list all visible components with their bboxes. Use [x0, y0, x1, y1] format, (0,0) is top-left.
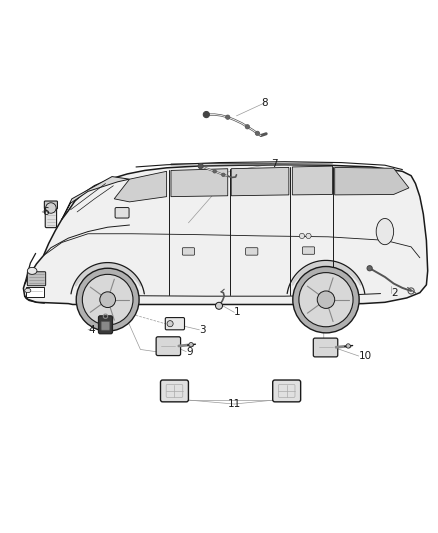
Text: 10: 10 — [359, 351, 372, 361]
Polygon shape — [335, 167, 409, 195]
Circle shape — [82, 274, 133, 325]
FancyBboxPatch shape — [160, 380, 188, 402]
Circle shape — [189, 343, 193, 347]
Polygon shape — [292, 166, 332, 195]
FancyBboxPatch shape — [182, 248, 194, 255]
Circle shape — [76, 268, 139, 331]
Circle shape — [245, 125, 250, 129]
FancyBboxPatch shape — [115, 207, 129, 218]
Circle shape — [346, 344, 350, 348]
Text: 6: 6 — [42, 207, 49, 217]
Text: 1: 1 — [234, 308, 241, 317]
Text: 8: 8 — [261, 98, 268, 108]
Ellipse shape — [27, 268, 37, 274]
Ellipse shape — [25, 288, 31, 293]
FancyBboxPatch shape — [44, 201, 57, 209]
Circle shape — [46, 203, 56, 213]
Text: 2: 2 — [392, 288, 398, 298]
Circle shape — [293, 266, 359, 333]
Text: 11: 11 — [228, 399, 241, 409]
FancyBboxPatch shape — [165, 318, 184, 330]
FancyBboxPatch shape — [313, 338, 338, 357]
Circle shape — [213, 169, 216, 173]
Circle shape — [226, 115, 230, 119]
Circle shape — [317, 291, 335, 309]
FancyBboxPatch shape — [26, 287, 44, 297]
FancyBboxPatch shape — [45, 207, 57, 228]
FancyBboxPatch shape — [99, 316, 113, 334]
Circle shape — [203, 111, 209, 118]
Circle shape — [306, 233, 311, 239]
Polygon shape — [231, 167, 289, 196]
Circle shape — [222, 173, 225, 176]
FancyBboxPatch shape — [302, 247, 314, 254]
Circle shape — [299, 233, 304, 239]
Polygon shape — [23, 165, 427, 304]
FancyBboxPatch shape — [273, 380, 300, 402]
Text: 9: 9 — [186, 346, 193, 357]
Polygon shape — [62, 176, 130, 220]
Circle shape — [255, 131, 260, 135]
Text: 4: 4 — [88, 325, 95, 335]
Circle shape — [215, 302, 223, 309]
Circle shape — [299, 272, 353, 327]
Circle shape — [198, 164, 203, 169]
FancyBboxPatch shape — [101, 321, 110, 330]
Circle shape — [167, 321, 173, 327]
Circle shape — [100, 292, 116, 308]
FancyBboxPatch shape — [246, 248, 258, 255]
Polygon shape — [114, 171, 166, 202]
Circle shape — [367, 265, 372, 271]
FancyBboxPatch shape — [27, 272, 46, 286]
Text: 3: 3 — [199, 325, 206, 335]
FancyBboxPatch shape — [156, 337, 180, 356]
Text: 7: 7 — [272, 159, 278, 169]
Ellipse shape — [376, 219, 394, 245]
Polygon shape — [171, 169, 228, 197]
